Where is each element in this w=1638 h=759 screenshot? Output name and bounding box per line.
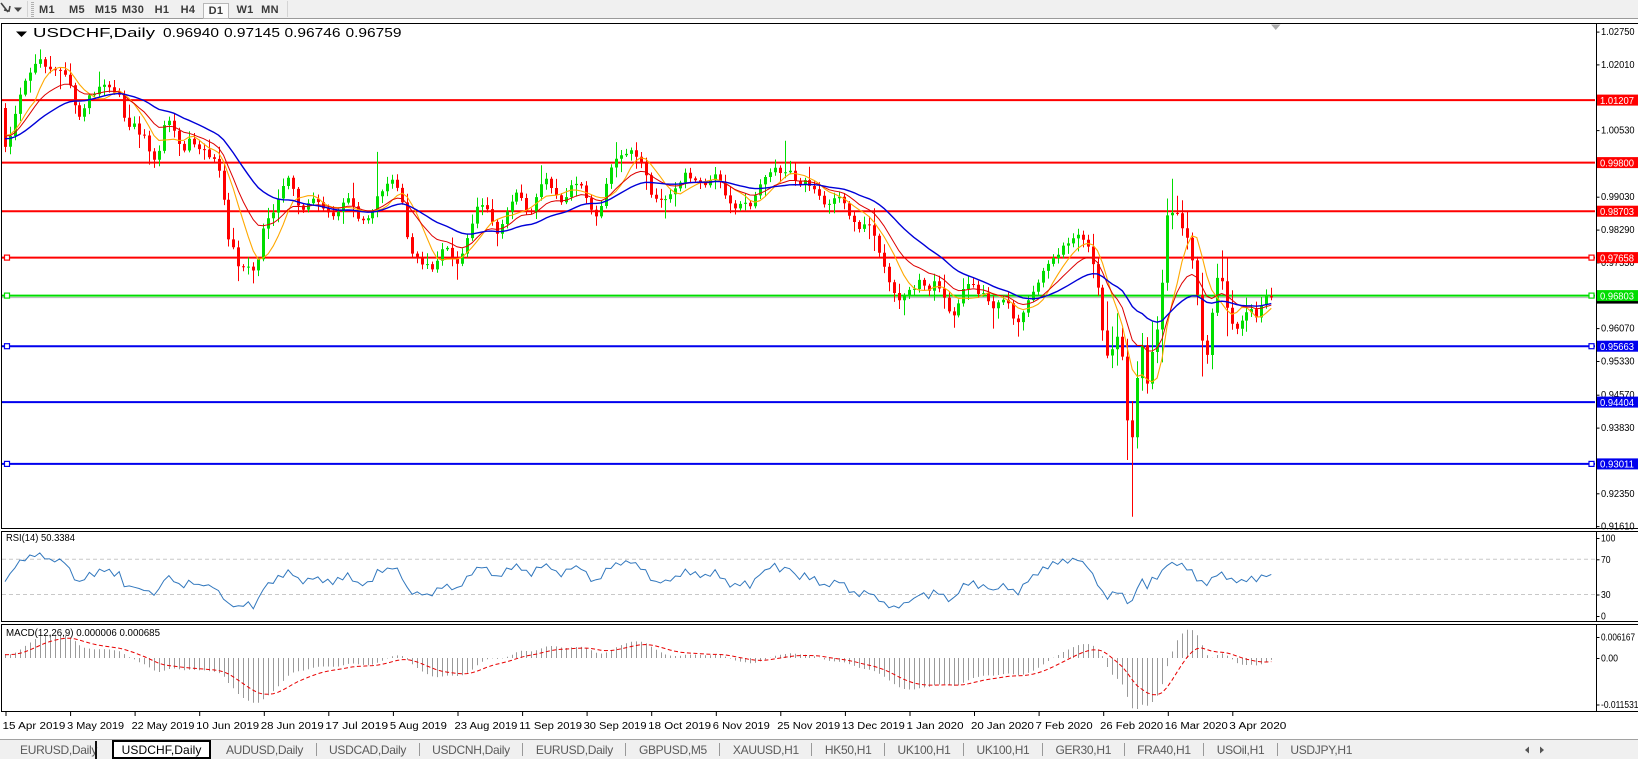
svg-text:26 Feb 2020: 26 Feb 2020 [1100,721,1163,732]
svg-text:22 May 2019: 22 May 2019 [132,721,195,732]
svg-text:0.99030: 0.99030 [1601,192,1635,203]
svg-text:6 Nov 2019: 6 Nov 2019 [713,721,770,732]
svg-text:0.95330: 0.95330 [1601,357,1635,368]
svg-text:1 Jan 2020: 1 Jan 2020 [907,721,964,732]
svg-text:0.95663: 0.95663 [1600,342,1634,353]
svg-text:25 Nov 2019: 25 Nov 2019 [777,721,840,732]
svg-text:30 Sep 2019: 30 Sep 2019 [584,721,647,732]
svg-text:70: 70 [1601,555,1611,566]
svg-text:0.006167: 0.006167 [1601,633,1635,644]
svg-text:11 Sep 2019: 11 Sep 2019 [519,721,582,732]
svg-text:0.96803: 0.96803 [1600,291,1634,302]
svg-text:-0.011531: -0.011531 [1601,700,1638,711]
svg-text:7 Feb 2020: 7 Feb 2020 [1036,721,1093,732]
svg-text:20 Jan 2020: 20 Jan 2020 [971,721,1034,732]
svg-text:0.97145: 0.97145 [224,25,280,40]
svg-text:1.01207: 1.01207 [1600,96,1634,107]
svg-text:0.00: 0.00 [1601,654,1618,665]
svg-text:0.96746: 0.96746 [285,25,341,40]
svg-text:0.96070: 0.96070 [1601,324,1635,335]
svg-text:0.93011: 0.93011 [1600,460,1634,471]
svg-text:16 Mar 2020: 16 Mar 2020 [1165,721,1228,732]
svg-text:0: 0 [1601,612,1606,623]
svg-text:0.98290: 0.98290 [1601,225,1635,236]
svg-text:15 Apr 2019: 15 Apr 2019 [3,721,66,732]
svg-text:0.94570: 0.94570 [1601,390,1635,401]
svg-text:3 Apr 2020: 3 Apr 2020 [1229,721,1287,732]
svg-text:28 Jun 2019: 28 Jun 2019 [261,721,324,732]
svg-text:0.98703: 0.98703 [1600,207,1634,218]
svg-text:1.02750: 1.02750 [1601,27,1635,38]
svg-text:0.92350: 0.92350 [1601,489,1635,500]
svg-text:0.93830: 0.93830 [1601,423,1635,434]
svg-text:5 Aug 2019: 5 Aug 2019 [390,721,447,732]
svg-text:17 Jul 2019: 17 Jul 2019 [325,721,388,732]
svg-text:RSI(14) 50.3384: RSI(14) 50.3384 [6,533,75,544]
svg-text:USDCHF,Daily: USDCHF,Daily [33,25,156,40]
svg-text:0.91610: 0.91610 [1601,522,1635,533]
svg-text:3 May 2019: 3 May 2019 [67,721,124,732]
svg-text:MACD(12,26,9) 0.000006 0.00068: MACD(12,26,9) 0.000006 0.000685 [6,628,160,639]
svg-text:10 Jun 2019: 10 Jun 2019 [196,721,259,732]
svg-text:0.99800: 0.99800 [1600,158,1634,169]
svg-text:23 Aug 2019: 23 Aug 2019 [455,721,518,732]
svg-text:30: 30 [1601,590,1611,601]
svg-text:1.00530: 1.00530 [1601,126,1635,137]
svg-text:13 Dec 2019: 13 Dec 2019 [842,721,905,732]
svg-text:18 Oct 2019: 18 Oct 2019 [648,721,711,732]
svg-text:100: 100 [1601,534,1616,545]
svg-text:1.02010: 1.02010 [1601,60,1635,71]
svg-text:0.94404: 0.94404 [1600,398,1634,409]
svg-text:0.96940: 0.96940 [163,25,219,40]
svg-text:0.97658: 0.97658 [1600,253,1634,264]
svg-text:0.97550: 0.97550 [1601,258,1635,269]
svg-text:0.96759: 0.96759 [346,25,402,40]
